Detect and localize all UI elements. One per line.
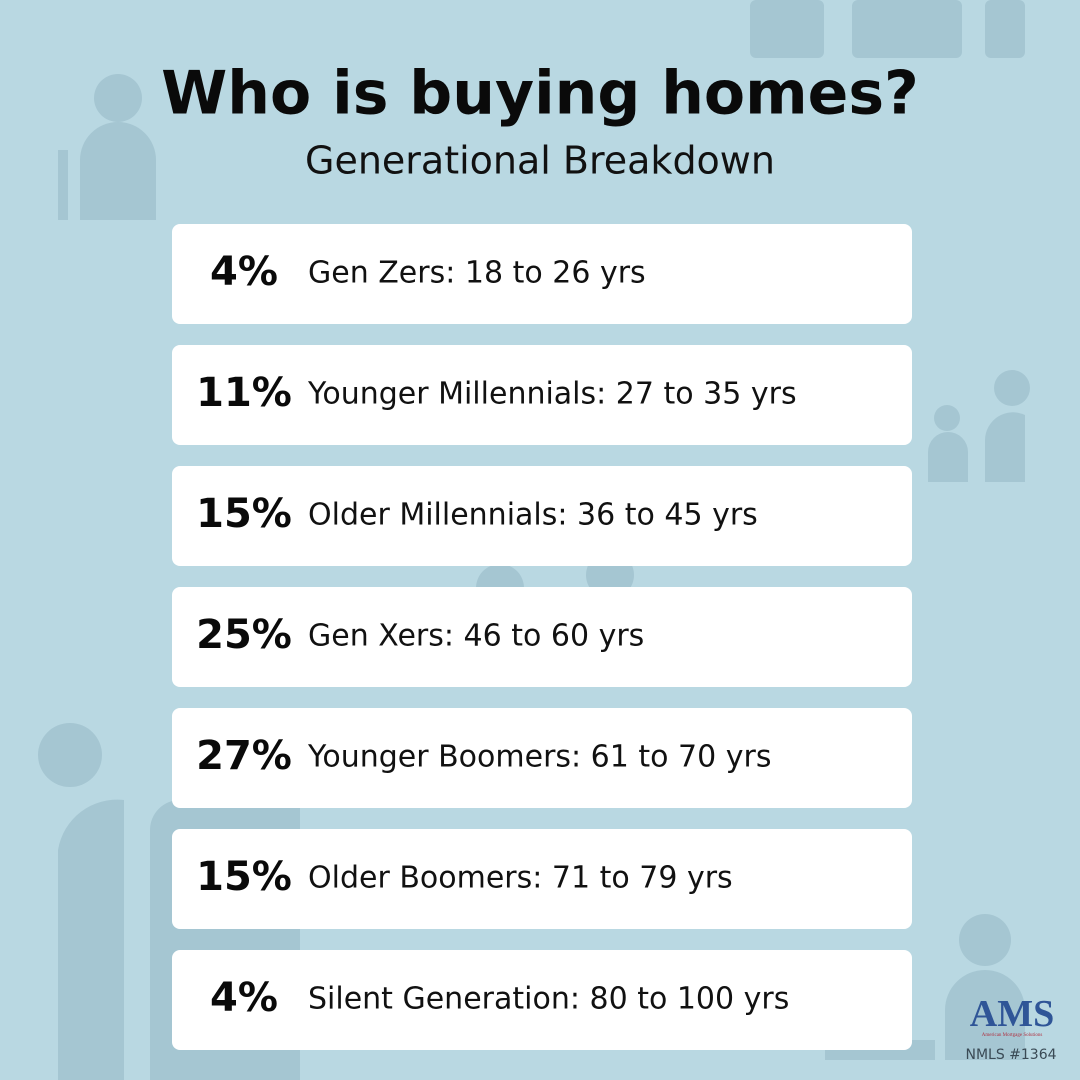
row-label: Older Boomers: 71 to 79 yrs <box>308 861 733 896</box>
row-label: Silent Generation: 80 to 100 yrs <box>308 982 789 1017</box>
row-card <box>172 224 912 324</box>
row-card <box>172 708 912 808</box>
row-percent: 4% <box>210 975 278 1021</box>
row-label: Older Millennials: 36 to 45 yrs <box>308 498 758 533</box>
title: Who is buying homes? <box>161 59 919 129</box>
row-label: Younger Boomers: 61 to 70 yrs <box>307 740 771 775</box>
row-label: Gen Xers: 46 to 60 yrs <box>308 619 644 654</box>
row-percent: 25% <box>196 612 292 658</box>
row-percent: 15% <box>196 491 292 537</box>
row-card <box>172 950 912 1050</box>
logo-tagline: American Mortgage Solutions <box>982 1033 1043 1038</box>
row-card <box>172 829 912 929</box>
row-card <box>172 345 912 445</box>
row-card <box>172 587 912 687</box>
row-label: Younger Millennials: 27 to 35 yrs <box>307 377 797 412</box>
row-label: Gen Zers: 18 to 26 yrs <box>308 256 646 291</box>
nmls: NMLS #1364 <box>965 1047 1056 1063</box>
row-percent: 15% <box>196 854 292 900</box>
logo: AMS <box>970 993 1054 1035</box>
rows: 4% Gen Zers: 18 to 26 yrs 11% Younger Mille… <box>172 224 912 1050</box>
row-percent: 27% <box>196 733 292 779</box>
row-percent: 11% <box>196 370 292 416</box>
row-percent: 4% <box>210 249 278 295</box>
subtitle: Generational Breakdown <box>305 139 775 183</box>
row-card <box>172 466 912 566</box>
